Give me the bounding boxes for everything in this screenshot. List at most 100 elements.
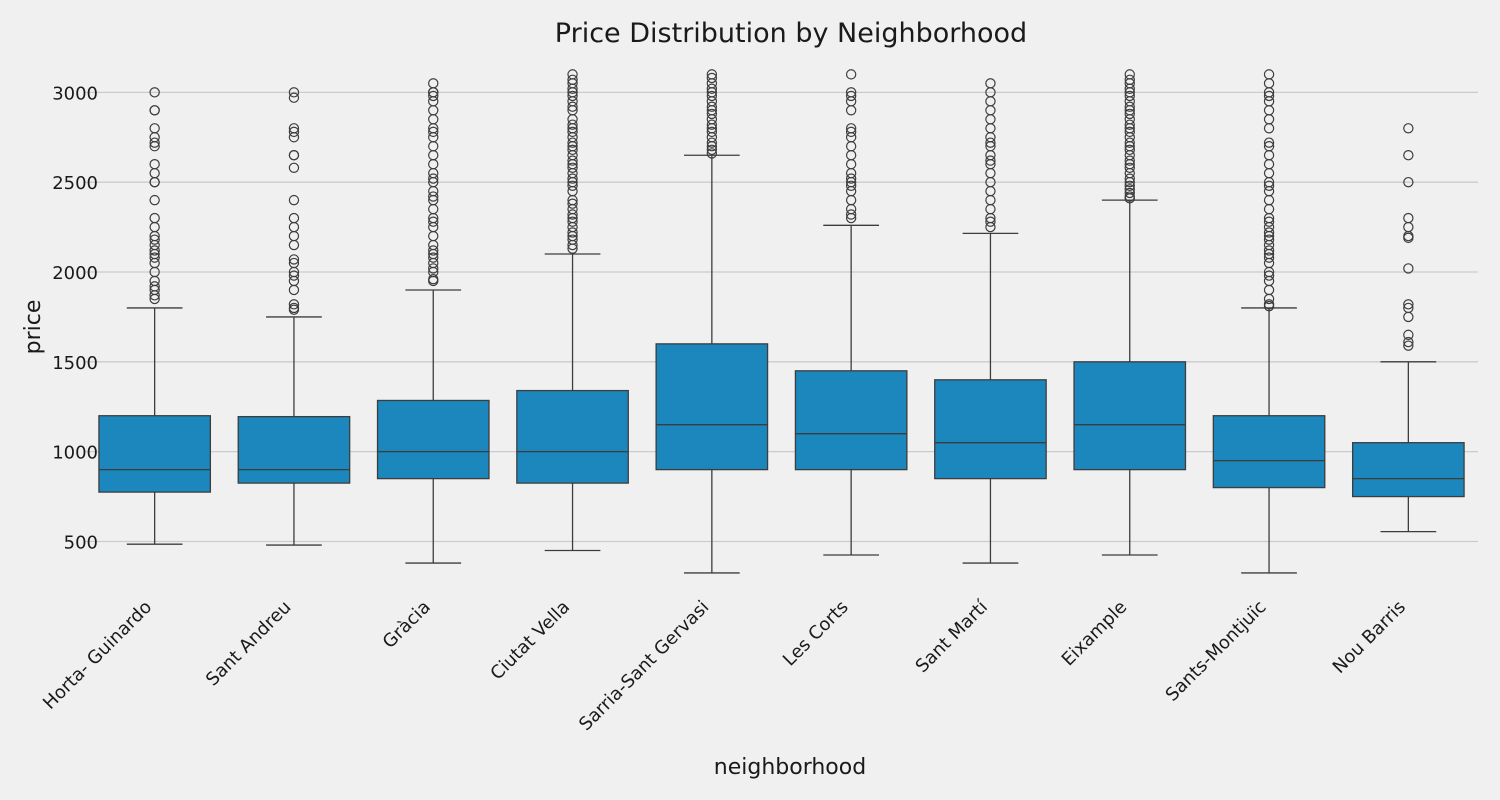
outlier-point [428,239,439,251]
outlier-point [985,78,996,89]
outlier-point [567,180,578,191]
outlier-point [845,150,857,161]
outlier-point [1263,123,1275,134]
outlier-point [567,74,578,85]
outlier-point [1263,167,1275,179]
outlier-point [1124,126,1135,138]
outlier-point [985,216,996,227]
outlier-point [149,137,160,148]
outlier-point [428,96,439,107]
outlier-point [149,105,160,116]
outlier-point [985,167,996,179]
outlier-point [288,212,300,224]
outlier-point [706,126,718,138]
outlier-point [706,90,718,102]
box-group [237,87,351,546]
outlier-point [149,159,160,170]
outlier-point [567,173,578,184]
outlier-point [428,132,439,143]
outlier-point [288,132,300,143]
outlier-point [567,150,578,161]
outlier-point [1403,299,1414,310]
outlier-point [1403,123,1414,134]
y-tick-labels: 500 1000 1500 2000 2500 3000 [52,83,98,553]
outlier-point [567,69,578,80]
box-iqr [98,415,212,493]
outlier-point [288,302,300,314]
outlier-point [567,209,578,220]
outlier-point [1263,234,1275,245]
box-group [376,78,490,564]
outlier-point [567,167,578,179]
outlier-point [428,263,439,274]
outlier-point [1263,105,1275,116]
outlier-point [567,90,578,102]
outlier-point [1403,150,1414,161]
outlier-point [1403,311,1414,323]
outlier-point [1263,221,1275,233]
outlier-point [1263,227,1275,238]
outlier-point [1403,340,1414,351]
x-tick-label: Sarria-Sant Gervasi [575,597,713,735]
outlier-point [149,252,160,263]
outlier-point [1263,293,1275,305]
outlier-point [1403,212,1414,224]
outlier-point [567,144,578,156]
box-iqr [516,389,629,484]
outlier-point [567,234,578,245]
outlier-point [845,180,857,191]
outlier-point [706,148,718,159]
outlier-point [1263,239,1275,251]
outlier-point [845,173,857,184]
outlier-point [149,132,160,143]
outlier-point [845,87,857,98]
y-tick-label: 3000 [52,83,98,104]
outlier-point [288,92,300,103]
outlier-point [1263,137,1275,148]
outlier-point [1263,114,1275,125]
outlier-point [428,185,439,197]
box-iqr [794,370,908,471]
outlier-point [845,185,857,197]
outlier-point [1263,141,1275,152]
outlier-point [567,216,578,227]
outlier-point [706,132,718,143]
outlier-point [428,257,439,269]
outlier-point [288,221,300,233]
outlier-point [1124,167,1135,179]
outlier-point [567,155,578,166]
outlier-point [149,212,160,224]
box-iqr [655,343,769,471]
outlier-point [567,203,578,215]
outlier-point [567,227,578,238]
outlier-point [567,185,578,197]
outlier-point [985,96,996,107]
outlier-point [288,194,300,206]
outlier-point [428,230,439,242]
outlier-point [706,72,718,84]
y-tick-label: 1500 [52,353,98,374]
outlier-point [428,203,439,215]
outlier-point [845,69,857,80]
outlier-point [706,114,718,125]
outlier-point [567,132,578,143]
outlier-point [149,234,160,245]
outlier-point [1124,137,1135,148]
outlier-point [985,194,996,206]
outlier-point [428,150,439,161]
outlier-point [706,119,718,130]
outlier-point [1403,336,1414,348]
outlier-point [845,126,857,138]
y-tick-label: 2000 [52,263,98,284]
box-iqr [237,415,351,484]
box-group [655,69,769,574]
outlier-point [985,105,996,116]
x-tick-label: Sant Martí [912,596,993,677]
outlier-point [1263,252,1275,263]
outlier-point [985,203,996,215]
outlier-point [428,216,439,227]
outlier-point [428,167,439,179]
box-iqr [1212,415,1326,489]
x-tick-label: Ciutat Vella [486,597,574,685]
